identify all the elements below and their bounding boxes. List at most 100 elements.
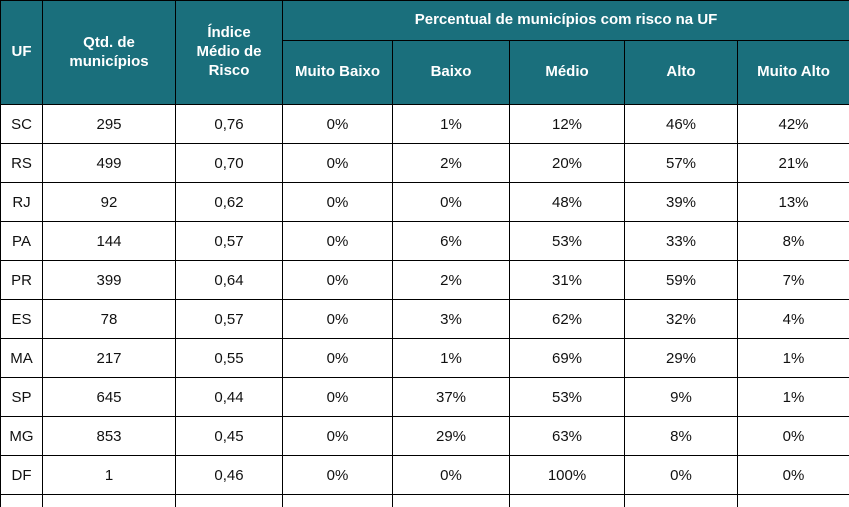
value-cell: 0% (282, 455, 393, 495)
table-row-partial (0, 494, 849, 507)
uf-cell: RS (0, 143, 43, 183)
uf-cell: PR (0, 260, 43, 300)
value-cell: 53% (509, 377, 625, 417)
group-header-percentual: Percentual de municípios com risco na UF (281, 0, 849, 41)
value-cell: 92 (42, 182, 176, 222)
value-cell: 0,55 (175, 338, 283, 378)
value-cell: 0,76 (175, 104, 283, 144)
value-cell: 0% (282, 104, 393, 144)
value-cell: 0,57 (175, 221, 283, 261)
col-header-qtd-municipios: Qtd. de municípios (42, 0, 176, 105)
value-cell: 0% (282, 299, 393, 339)
value-cell: 2% (392, 260, 510, 300)
value-cell: 0% (736, 455, 849, 495)
col-header-uf: UF (0, 0, 43, 105)
value-cell: 53% (509, 221, 625, 261)
value-cell: 0% (736, 416, 849, 456)
empty-cell (624, 494, 738, 507)
value-cell: 48% (509, 182, 625, 222)
value-cell: 31% (509, 260, 625, 300)
value-cell: 295 (42, 104, 176, 144)
value-cell: 32% (624, 299, 738, 339)
value-cell: 6% (392, 221, 510, 261)
uf-cell: ES (0, 299, 43, 339)
uf-cell: MA (0, 338, 43, 378)
value-cell: 1 (42, 455, 176, 495)
uf-cell: SC (0, 104, 43, 144)
table-row: RJ 92 0,62 0% 0% 48% 39% 13% (0, 182, 849, 222)
col-header-alto: Alto (624, 40, 738, 105)
value-cell: 8% (624, 416, 738, 456)
empty-cell (0, 494, 43, 507)
uf-cell: SP (0, 377, 43, 417)
value-cell: 0,64 (175, 260, 283, 300)
value-cell: 20% (509, 143, 625, 183)
table-row: RS 499 0,70 0% 2% 20% 57% 21% (0, 143, 849, 183)
col-header-medio: Médio (509, 40, 625, 105)
empty-cell (392, 494, 510, 507)
empty-cell (736, 494, 849, 507)
value-cell: 1% (736, 377, 849, 417)
value-cell: 46% (624, 104, 738, 144)
value-cell: 0,62 (175, 182, 283, 222)
empty-cell (509, 494, 625, 507)
col-header-muito-alto: Muito Alto (736, 40, 849, 105)
table-row: SP 645 0,44 0% 37% 53% 9% 1% (0, 377, 849, 417)
value-cell: 8% (736, 221, 849, 261)
value-cell: 29% (392, 416, 510, 456)
value-cell: 13% (736, 182, 849, 222)
empty-cell (282, 494, 393, 507)
value-cell: 0% (282, 416, 393, 456)
table-row: SC 295 0,76 0% 1% 12% 46% 42% (0, 104, 849, 144)
value-cell: 499 (42, 143, 176, 183)
value-cell: 645 (42, 377, 176, 417)
value-cell: 0% (282, 260, 393, 300)
value-cell: 0% (282, 377, 393, 417)
table-row: PA 144 0,57 0% 6% 53% 33% 8% (0, 221, 849, 261)
value-cell: 42% (736, 104, 849, 144)
col-header-muito-baixo: Muito Baixo (282, 40, 393, 105)
col-header-baixo: Baixo (392, 40, 510, 105)
value-cell: 78 (42, 299, 176, 339)
value-cell: 0% (392, 182, 510, 222)
value-cell: 1% (736, 338, 849, 378)
value-cell: 0% (392, 455, 510, 495)
value-cell: 69% (509, 338, 625, 378)
uf-cell: RJ (0, 182, 43, 222)
table-row: MA 217 0,55 0% 1% 69% 29% 1% (0, 338, 849, 378)
value-cell: 217 (42, 338, 176, 378)
uf-cell: PA (0, 221, 43, 261)
value-cell: 12% (509, 104, 625, 144)
value-cell: 1% (392, 338, 510, 378)
value-cell: 0% (282, 221, 393, 261)
empty-cell (42, 494, 176, 507)
value-cell: 144 (42, 221, 176, 261)
value-cell: 37% (392, 377, 510, 417)
col-header-indice-medio-risco: Índice Médio de Risco (175, 0, 283, 105)
uf-cell: MG (0, 416, 43, 456)
value-cell: 2% (392, 143, 510, 183)
table-row: MG 853 0,45 0% 29% 63% 8% 0% (0, 416, 849, 456)
value-cell: 63% (509, 416, 625, 456)
value-cell: 0,70 (175, 143, 283, 183)
value-cell: 1% (392, 104, 510, 144)
value-cell: 62% (509, 299, 625, 339)
value-cell: 59% (624, 260, 738, 300)
value-cell: 0,57 (175, 299, 283, 339)
value-cell: 0% (624, 455, 738, 495)
value-cell: 9% (624, 377, 738, 417)
value-cell: 0,44 (175, 377, 283, 417)
value-cell: 100% (509, 455, 625, 495)
value-cell: 0% (282, 338, 393, 378)
header-row-sub: Muito Baixo Baixo Médio Alto Muito Alto (1, 40, 849, 105)
empty-cell (175, 494, 283, 507)
table-row: DF 1 0,46 0% 0% 100% 0% 0% (0, 455, 849, 495)
value-cell: 0,46 (175, 455, 283, 495)
table-header: UF Qtd. de municípios Índice Médio de Ri… (0, 0, 849, 105)
value-cell: 4% (736, 299, 849, 339)
value-cell: 33% (624, 221, 738, 261)
value-cell: 0% (282, 143, 393, 183)
value-cell: 29% (624, 338, 738, 378)
